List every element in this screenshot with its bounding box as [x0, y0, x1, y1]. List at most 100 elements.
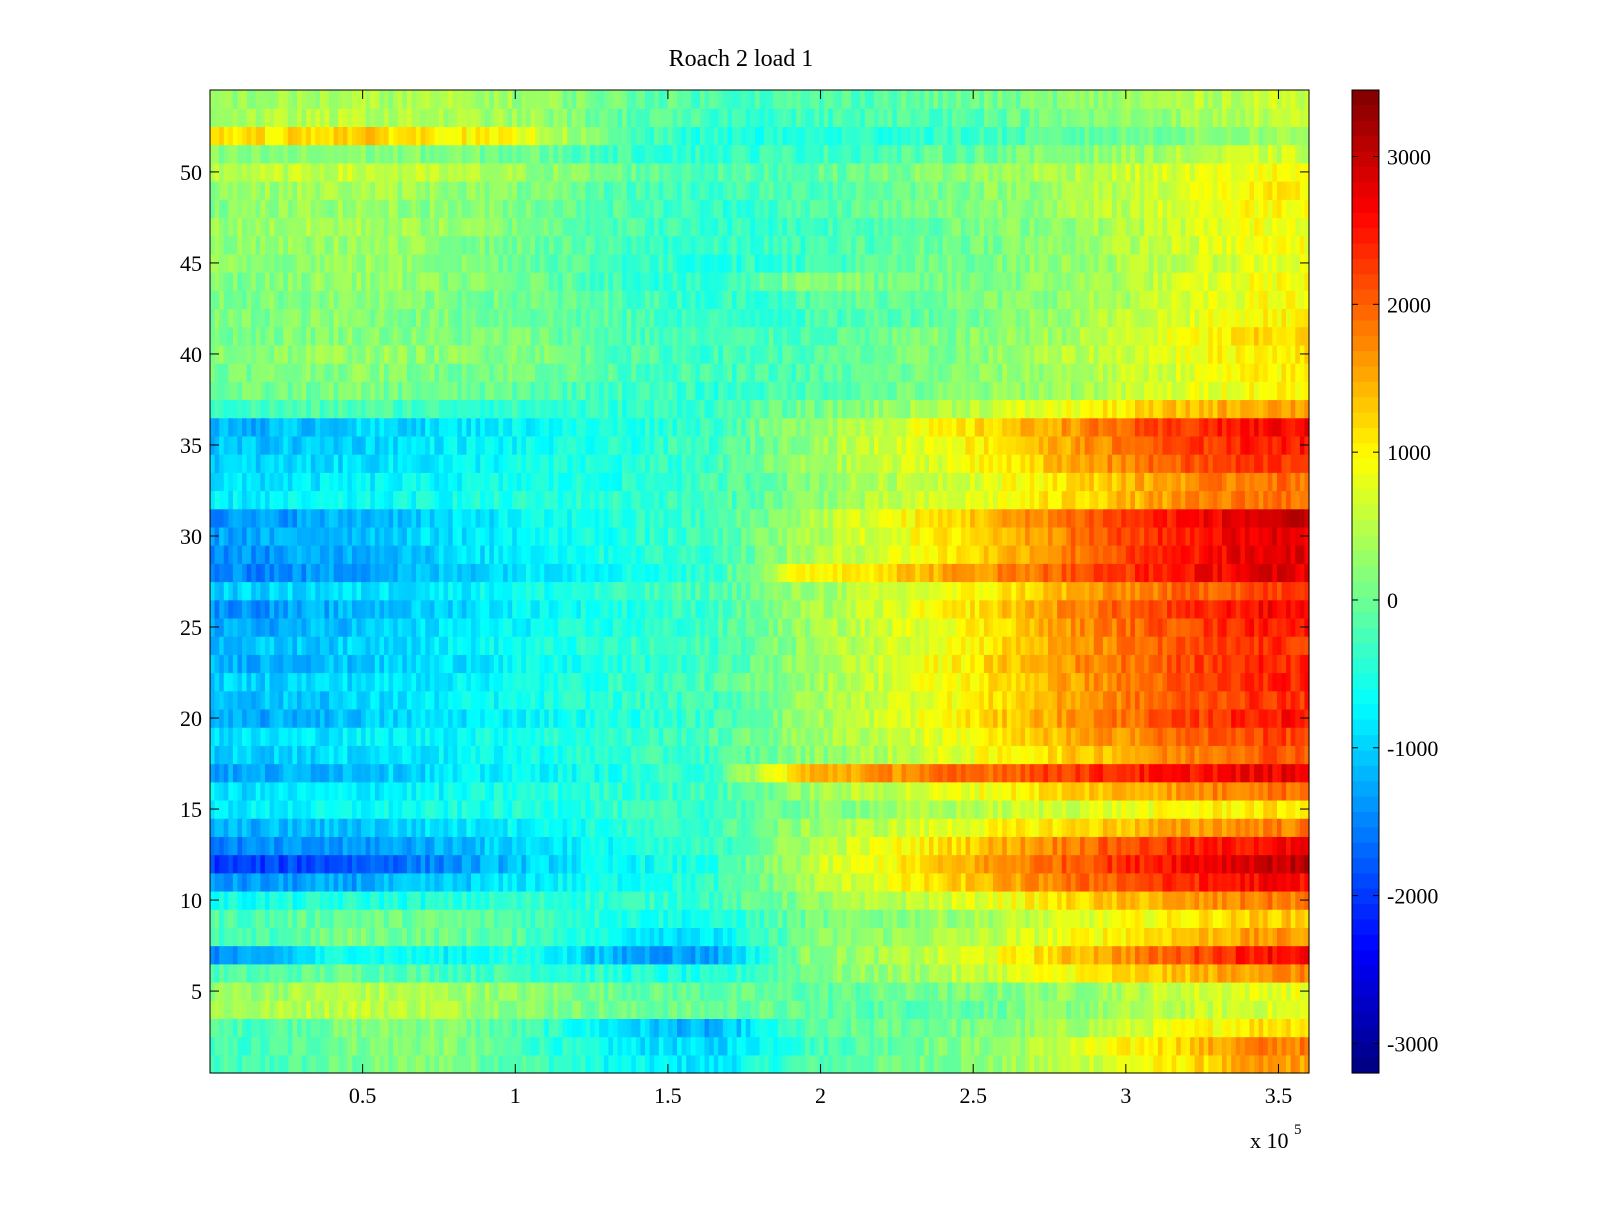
heatmap-cell — [942, 727, 948, 746]
heatmap-cell — [1061, 690, 1067, 710]
heatmap-cell — [1244, 745, 1251, 765]
heatmap-cell — [457, 708, 463, 728]
heatmap-cell — [1011, 781, 1017, 801]
heatmap-cell — [1167, 799, 1173, 819]
heatmap-cell — [828, 1000, 834, 1019]
heatmap-cell — [315, 854, 321, 874]
heatmap-cell — [402, 1018, 408, 1038]
heatmap-cell — [599, 1018, 605, 1038]
heatmap-cell — [805, 690, 811, 710]
heatmap-cell — [997, 818, 1003, 837]
heatmap-cell — [558, 981, 564, 1001]
heatmap-cell — [901, 927, 907, 947]
heatmap-cell — [471, 1018, 477, 1038]
heatmap-cell — [704, 836, 710, 856]
heatmap-cell — [420, 1054, 426, 1074]
heatmap-cell — [1290, 818, 1296, 837]
heatmap-cell — [1125, 799, 1132, 819]
heatmap-cell — [1189, 836, 1196, 856]
heatmap-cell — [1121, 818, 1127, 837]
heatmap-cell — [736, 1054, 742, 1074]
heatmap-cell — [814, 927, 820, 947]
heatmap-cell — [420, 836, 426, 856]
heatmap-cell — [777, 745, 783, 765]
heatmap-cell — [356, 818, 362, 837]
heatmap-cell — [645, 781, 651, 801]
heatmap-cell — [219, 690, 225, 710]
heatmap-cell — [612, 781, 619, 801]
heatmap-cell — [786, 745, 793, 765]
heatmap-cell — [1098, 745, 1104, 765]
heatmap-cell — [841, 1036, 848, 1056]
heatmap-cell — [1244, 818, 1251, 837]
heatmap-cell — [361, 727, 367, 746]
heatmap-cell — [951, 872, 958, 892]
heatmap-cell — [1107, 1018, 1113, 1038]
heatmap-cell — [951, 727, 958, 746]
heatmap-cell — [342, 909, 348, 928]
heatmap-cell — [489, 1054, 495, 1074]
heatmap-cell — [599, 799, 605, 819]
heatmap-cell — [315, 963, 321, 983]
heatmap-cell — [416, 1018, 422, 1038]
heatmap-cell — [864, 1036, 870, 1056]
heatmap-cell — [924, 1054, 930, 1074]
heatmap-cell — [585, 890, 591, 910]
heatmap-cell — [1112, 1018, 1118, 1038]
heatmap-cell — [1034, 745, 1040, 765]
heatmap-cell — [1272, 854, 1278, 874]
heatmap-cell — [1276, 872, 1283, 892]
heatmap-cell — [919, 981, 925, 1001]
heatmap-cell — [864, 872, 870, 892]
heatmap-cell — [672, 836, 678, 856]
heatmap-cell — [319, 945, 326, 965]
heatmap-cell — [1107, 945, 1113, 965]
heatmap-cell — [301, 1000, 307, 1019]
heatmap-cell — [429, 872, 435, 892]
heatmap-cell — [374, 1036, 381, 1056]
heatmap-cell — [805, 1000, 811, 1019]
heatmap-cell — [475, 981, 481, 1001]
heatmap-cell — [471, 836, 477, 856]
heatmap-cell — [956, 872, 962, 892]
heatmap-cell — [338, 690, 344, 710]
heatmap-cell — [1295, 799, 1301, 819]
heatmap-cell — [558, 872, 564, 892]
heatmap-cell — [388, 763, 394, 783]
heatmap-cell — [338, 909, 344, 928]
heatmap-cell — [571, 854, 577, 874]
heatmap-cell — [287, 745, 294, 765]
heatmap-cell — [915, 1036, 921, 1056]
heatmap-cell — [736, 708, 742, 728]
heatmap-cell — [764, 1018, 770, 1038]
heatmap-cell — [635, 1036, 642, 1056]
heatmap-cell — [951, 909, 958, 928]
heatmap-cell — [626, 927, 632, 947]
heatmap-cell — [576, 763, 582, 783]
heatmap-cell — [681, 981, 687, 1001]
heatmap-cell — [1171, 836, 1177, 856]
heatmap-cell — [722, 818, 729, 837]
heatmap-cell — [1015, 963, 1022, 983]
heatmap-cell — [315, 799, 321, 819]
heatmap-cell — [732, 799, 738, 819]
heatmap-cell — [210, 872, 216, 892]
heatmap-cell — [1134, 1000, 1141, 1019]
heatmap-cell — [452, 890, 458, 910]
heatmap-cell — [887, 854, 893, 874]
heatmap-cell — [1276, 727, 1283, 746]
heatmap-cell — [663, 818, 669, 837]
heatmap-cell — [1075, 690, 1081, 710]
heatmap-cell — [1125, 727, 1132, 746]
heatmap-cell — [429, 945, 435, 965]
heatmap-cell — [516, 872, 522, 892]
heatmap-cell — [301, 1036, 307, 1056]
heatmap-cell — [498, 1000, 504, 1019]
heatmap-cell — [251, 727, 257, 746]
heatmap-cell — [1290, 927, 1296, 947]
heatmap-cell — [1180, 890, 1186, 910]
heatmap-cell — [443, 1054, 449, 1074]
heatmap-cell — [704, 799, 710, 819]
heatmap-cell — [283, 1018, 289, 1038]
heatmap-cell — [1267, 763, 1273, 783]
